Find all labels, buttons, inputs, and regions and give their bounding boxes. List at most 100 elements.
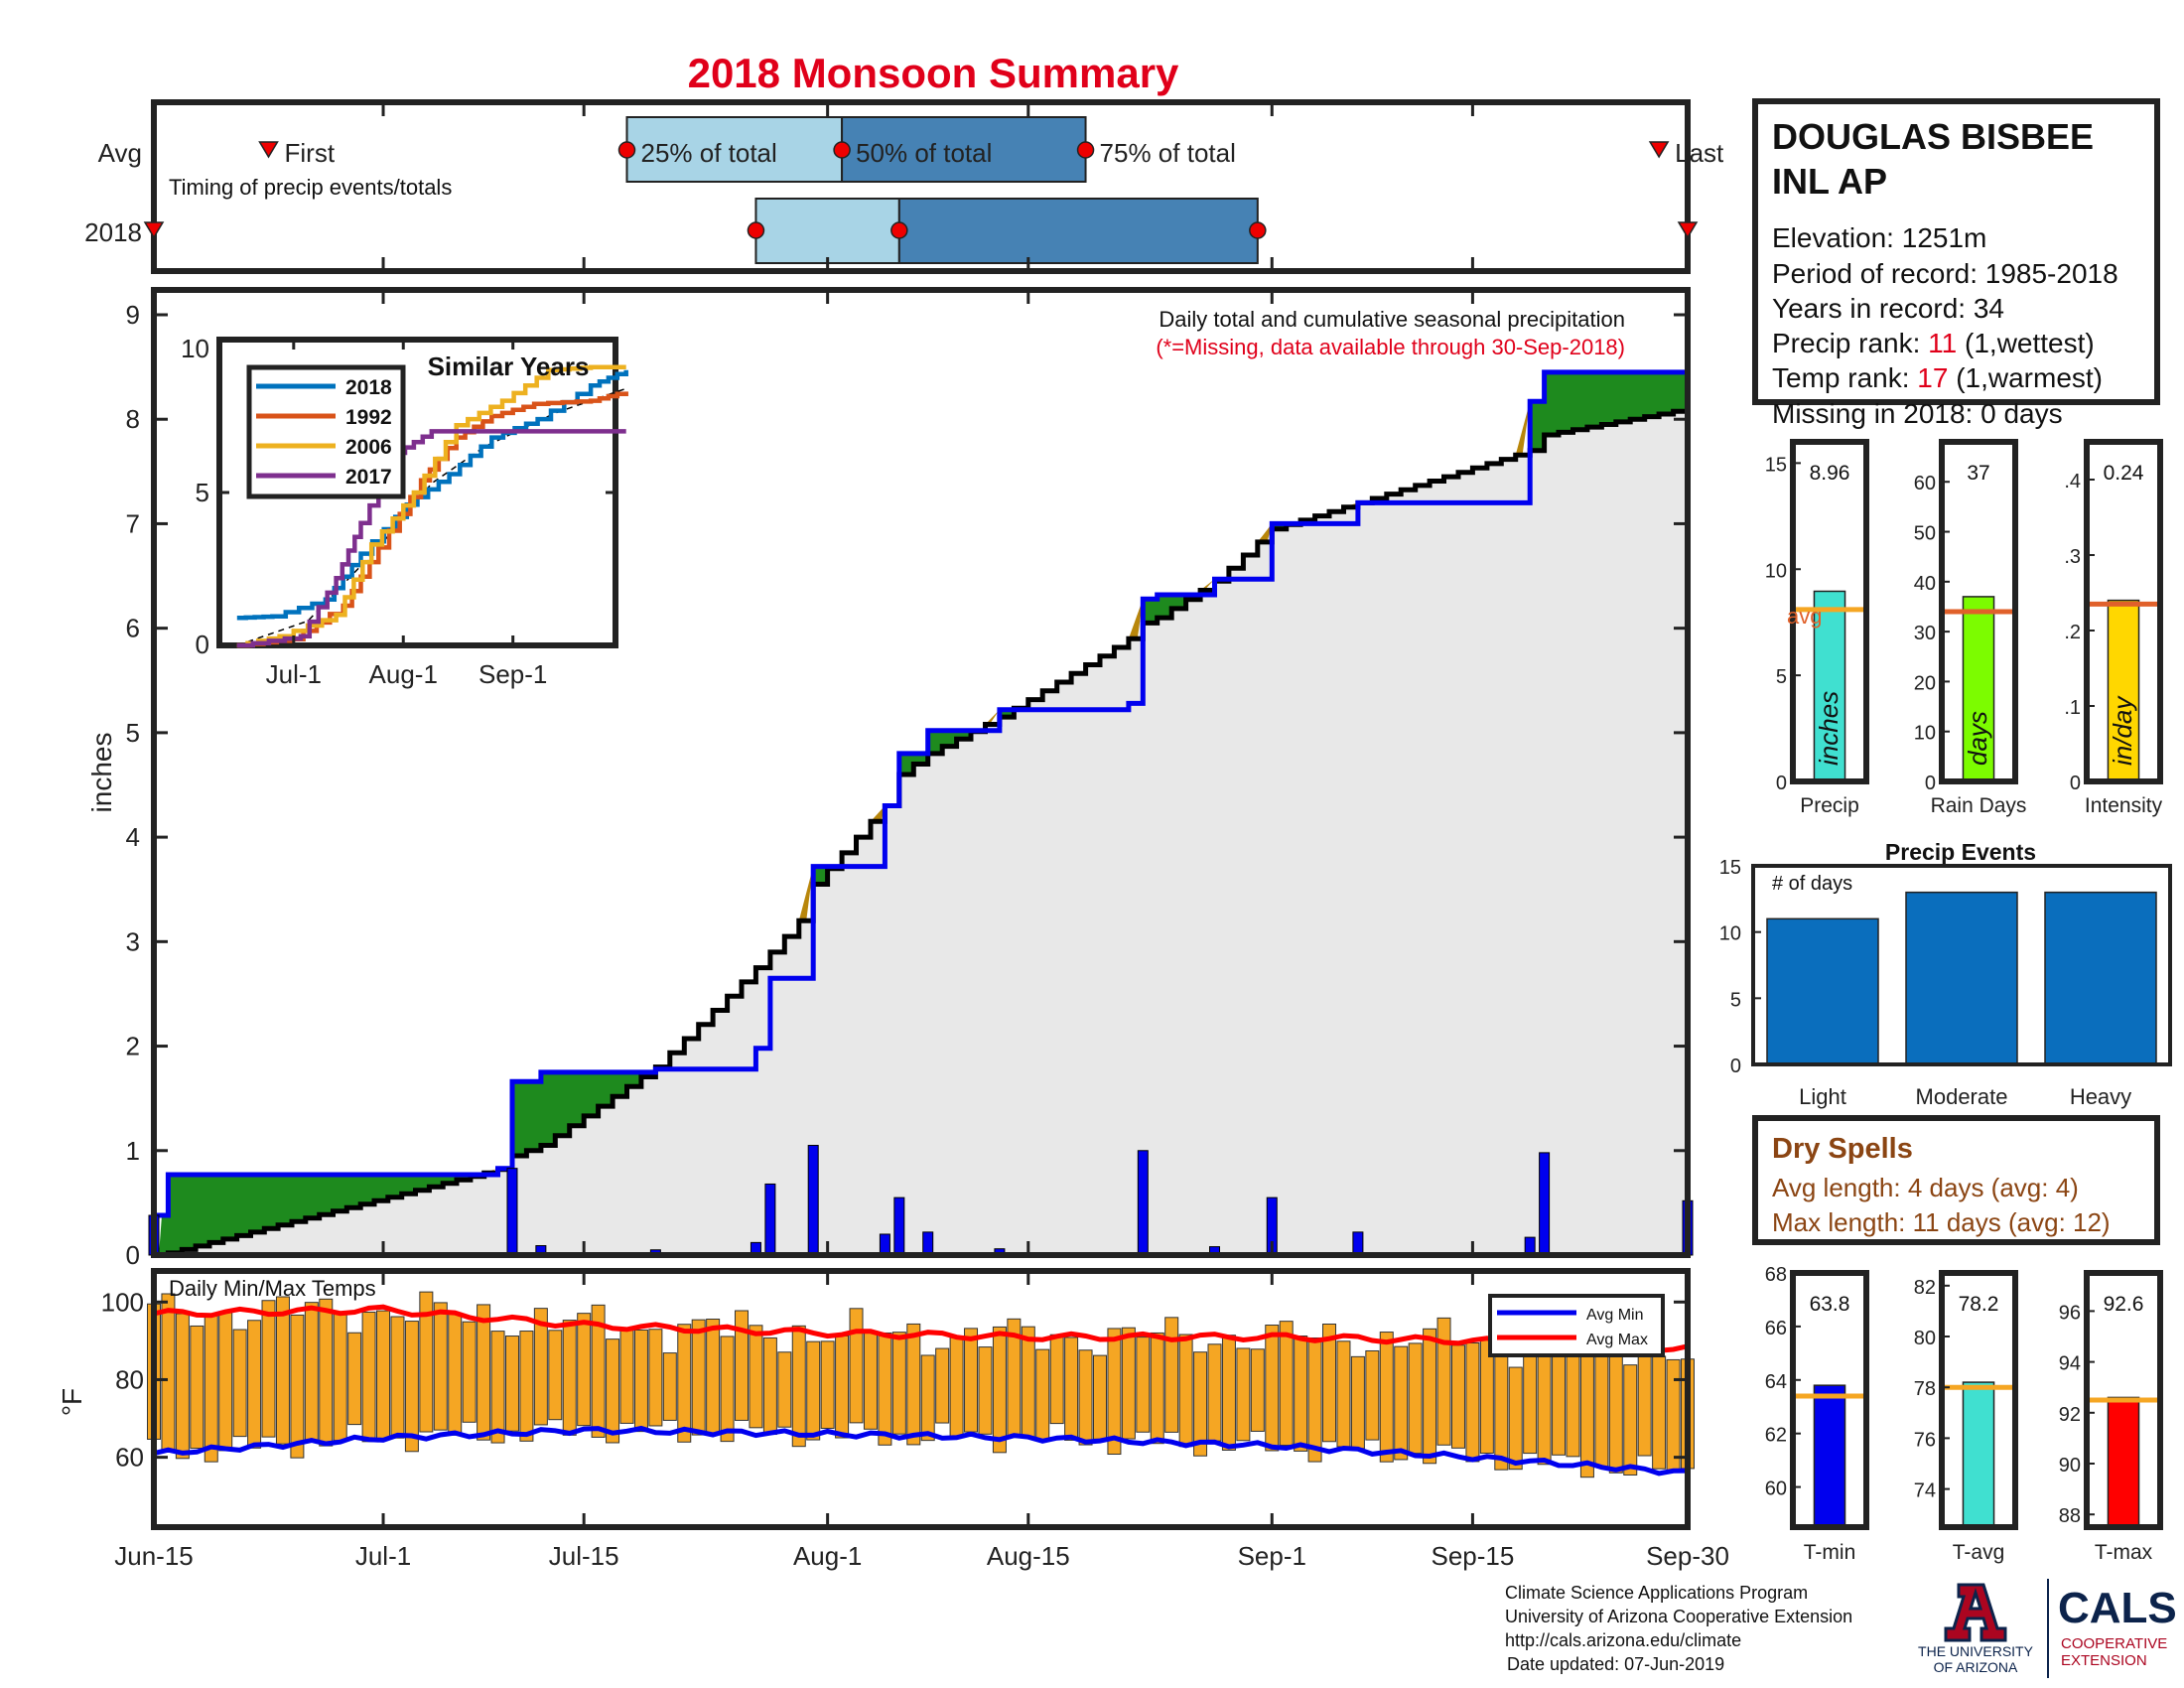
daily-temp-bar bbox=[863, 1331, 878, 1430]
legend-avg-max: Avg Max bbox=[1586, 1332, 1648, 1348]
daily-temp-bar bbox=[1221, 1335, 1236, 1451]
daily-temp-bar bbox=[1623, 1364, 1638, 1476]
dry-spells-panel: Dry Spells Avg length: 4 days (avg: 4) M… bbox=[1752, 1115, 2160, 1245]
daily-temp-bar bbox=[462, 1321, 477, 1423]
events-label: Heavy bbox=[2070, 1084, 2131, 1109]
y-tick-label: 0 bbox=[126, 1240, 140, 1270]
station-info: DOUGLAS BISBEE INL AP Elevation: 1251m P… bbox=[1752, 98, 2160, 429]
daily-temp-bar bbox=[404, 1321, 419, 1453]
stat-avg-label: avg bbox=[1787, 604, 1822, 629]
timing-q50-label: 50% of total bbox=[856, 138, 992, 168]
x-tick-label: Sep-1 bbox=[1238, 1541, 1306, 1571]
inset-y-label: 10 bbox=[181, 334, 209, 363]
daily-temp-bar bbox=[1021, 1326, 1035, 1439]
daily-temp-bar bbox=[935, 1347, 950, 1424]
daily-temp-bar bbox=[964, 1328, 979, 1433]
inset-legend-items: 2018 1992 2006 2017 bbox=[256, 376, 392, 489]
cals-logo: CALS COOPERATIVE EXTENSION bbox=[2058, 1584, 2177, 1669]
y-tick-label: 5 bbox=[126, 718, 140, 748]
timing-row-avg: Avg bbox=[98, 138, 142, 168]
stat-tick-label: 60 bbox=[1914, 473, 1936, 494]
stat-value-T-min: 63.8 bbox=[1810, 1293, 1850, 1316]
stat-tick-label: 68 bbox=[1765, 1264, 1787, 1286]
cals-coop2: EXTENSION bbox=[2061, 1652, 2147, 1669]
stat-tick-label: 20 bbox=[1914, 672, 1936, 694]
daily-temp-bar bbox=[175, 1313, 190, 1460]
daily-temp-bar bbox=[591, 1304, 606, 1438]
daily-temp-bar bbox=[1350, 1355, 1365, 1450]
daily-precip-bar bbox=[506, 1168, 518, 1256]
timing-quartile-marker bbox=[833, 141, 851, 159]
timing-q25-q50-bar bbox=[754, 198, 900, 264]
daily-temp-bar bbox=[1566, 1351, 1580, 1458]
daily-temp-bar bbox=[533, 1308, 548, 1426]
station-precip-rank: Precip rank: 11 (1,wettest) bbox=[1772, 328, 2095, 358]
events-tick-label: 10 bbox=[1719, 923, 1741, 945]
x-tick-label: Jul-15 bbox=[549, 1541, 619, 1571]
station-name-line2: INL AP bbox=[1772, 161, 1887, 202]
stat-tick-label: .1 bbox=[2064, 697, 2081, 719]
daily-temp-bar bbox=[1049, 1334, 1064, 1425]
legend-2018: 2018 bbox=[345, 376, 392, 399]
stat-label-Rain Days: Rain Days bbox=[1931, 794, 2027, 817]
stat-bar-Rain Days bbox=[1962, 596, 1995, 782]
stat-frame-T-max bbox=[2084, 1270, 2163, 1530]
timing-event-marker bbox=[258, 141, 279, 159]
precip-note: Daily total and cumulative seasonal prec… bbox=[1159, 307, 1625, 332]
stat-tick-label: 74 bbox=[1914, 1480, 1936, 1502]
daily-precip-bar bbox=[764, 1183, 776, 1256]
events-frame bbox=[1751, 864, 2172, 1066]
station-period: Period of record: 1985-2018 bbox=[1772, 258, 2118, 289]
inset-y-label: 5 bbox=[196, 478, 209, 507]
inset-x-label: Sep-1 bbox=[478, 659, 547, 689]
dry-spells-max: Max length: 11 days (avg: 12) bbox=[1772, 1207, 2111, 1237]
stat-label-T-min: T-min bbox=[1804, 1541, 1856, 1564]
x-tick-label: Sep-15 bbox=[1431, 1541, 1514, 1571]
temp-y-label: 100 bbox=[101, 1287, 144, 1317]
legend-2006: 2006 bbox=[345, 436, 392, 459]
events-label: Light bbox=[1799, 1084, 1846, 1109]
inset-x-label: Jul-1 bbox=[266, 659, 322, 689]
daily-temp-bar bbox=[806, 1340, 821, 1441]
y-tick-label: 9 bbox=[126, 300, 140, 330]
events-bar-moderate bbox=[1905, 891, 2018, 1065]
daily-temp-bar bbox=[978, 1346, 993, 1435]
daily-temp-bar bbox=[1164, 1317, 1179, 1433]
timing-event-marker bbox=[1677, 221, 1699, 239]
events-bars: Light Moderate Heavy 0 5 10 15 bbox=[1719, 857, 2157, 1109]
page-title: 2018 Monsoon Summary bbox=[688, 50, 1179, 96]
daily-temp-bar bbox=[204, 1315, 218, 1463]
stat-label-Intensity: Intensity bbox=[2085, 794, 2163, 817]
stat-tick-label: 76 bbox=[1914, 1429, 1936, 1451]
daily-temp-bar bbox=[218, 1311, 233, 1452]
daily-temp-bar bbox=[1279, 1321, 1294, 1447]
daily-temp-bar bbox=[677, 1324, 692, 1443]
daily-temp-bar bbox=[791, 1325, 806, 1448]
stat-label-T-avg: T-avg bbox=[1953, 1541, 2005, 1564]
avg-cumulative-cover bbox=[159, 408, 1688, 1255]
stat-tick-label: 88 bbox=[2059, 1505, 2081, 1527]
temps-caption: Daily Min/Max Temps bbox=[169, 1276, 376, 1301]
daily-temp-bar bbox=[1193, 1351, 1208, 1457]
ua-a-icon bbox=[1944, 1583, 2007, 1642]
daily-temp-bar bbox=[1436, 1317, 1451, 1446]
precip-missing-note: (*=Missing, data available through 30-Se… bbox=[1156, 335, 1625, 359]
daily-temp-bar bbox=[1394, 1345, 1409, 1461]
inset-x-label: Aug-1 bbox=[369, 659, 438, 689]
y-tick-label: 2 bbox=[126, 1032, 140, 1061]
daily-temp-bar bbox=[1608, 1345, 1623, 1474]
avg-cumulative-line bbox=[159, 406, 1691, 1258]
daily-temp-bar bbox=[577, 1313, 592, 1427]
footer-line2: University of Arizona Cooperative Extens… bbox=[1505, 1607, 1852, 1626]
timing-quartile-marker bbox=[1249, 221, 1267, 239]
stat-frame-T-min bbox=[1790, 1270, 1869, 1530]
y-tick-label: 8 bbox=[126, 404, 140, 434]
stat-bar-T-min bbox=[1813, 1384, 1846, 1528]
date-axis-labels: Jun-15 Jul-1 Jul-15 Aug-1 Aug-15 Sep-1 Sep-15 S… bbox=[114, 1541, 1729, 1571]
daily-temp-bar bbox=[849, 1308, 864, 1424]
stat-tick-label: 62 bbox=[1765, 1425, 1787, 1447]
stat-bar-T-max bbox=[2107, 1396, 2140, 1528]
temps-plot bbox=[147, 1291, 1695, 1478]
daily-temp-bar bbox=[361, 1311, 376, 1443]
